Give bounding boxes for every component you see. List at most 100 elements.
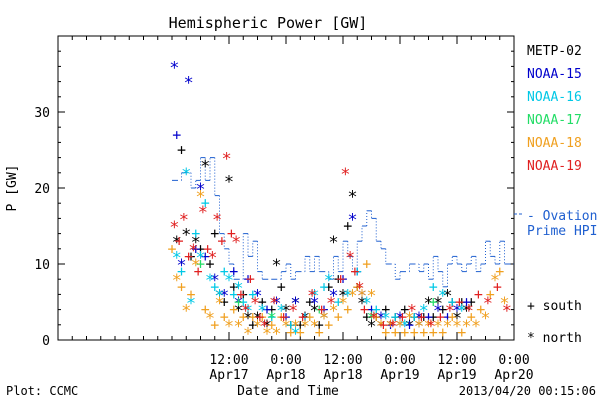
noaa-18-point-north: *: [471, 317, 481, 337]
noaa-18-point-south: +: [476, 301, 485, 319]
noaa-18-point-south: +: [210, 316, 219, 334]
noaa-17-point-north: *: [267, 309, 277, 329]
noaa-19-point-north: *: [288, 302, 298, 322]
noaa-15-point-north: *: [347, 210, 357, 230]
noaa-15-point-south: +: [338, 270, 347, 288]
legend-entry: NOAA-18: [527, 136, 582, 151]
noaa-19-point-north: *: [369, 309, 379, 329]
x-tick-time-label: 0:00: [498, 353, 529, 368]
noaa-18-point-north: *: [499, 294, 509, 314]
noaa-15-point-south: +: [300, 308, 309, 326]
noaa-18-point-south: +: [177, 278, 186, 296]
noaa-18-point-north: *: [347, 286, 357, 306]
metp-02-point-north: *: [300, 309, 310, 329]
noaa-18-point-south: +: [277, 308, 286, 326]
metp-02-point-north: *: [252, 309, 262, 329]
noaa-18-point-south: +: [334, 308, 343, 326]
noaa-18-point-south: +: [495, 263, 504, 281]
legend-entry: NOAA-16: [527, 90, 582, 105]
noaa-19-point-south: +: [184, 247, 193, 265]
noaa-19-point-south: +: [317, 301, 326, 319]
x-tick-date-label: Apr18: [266, 368, 305, 383]
noaa-16-point-north: *: [172, 248, 182, 268]
noaa-15-point-north: *: [219, 286, 229, 306]
noaa-16-point-north: *: [186, 294, 196, 314]
x-tick-time-label: 12:00: [323, 353, 362, 368]
noaa-16-point-south: +: [286, 316, 295, 334]
noaa-18-point-south: +: [248, 308, 257, 326]
metp-02-point-north: *: [404, 317, 414, 337]
noaa-15-point-south: +: [443, 308, 452, 326]
plot-timestamp: 2013/04/20 00:15:06: [459, 384, 596, 398]
noaa-15-point-north: *: [309, 294, 319, 314]
noaa-16-point-south: +: [319, 278, 328, 296]
noaa-16-point-north: *: [243, 302, 253, 322]
legend-marker-south: + south: [527, 299, 582, 314]
metp-02-point-south: +: [362, 308, 371, 326]
noaa-15-point-north: *: [210, 271, 220, 291]
x-tick-time-label: 12:00: [209, 353, 248, 368]
noaa-19-point-north: *: [169, 218, 179, 238]
metp-02-point-south: +: [248, 316, 257, 334]
noaa-17-point-south: +: [315, 301, 324, 319]
noaa-16-point-south: +: [248, 285, 257, 303]
noaa-15-point-south: +: [191, 240, 200, 258]
metp-02-point-south: +: [438, 301, 447, 319]
legend-entry: METP-02: [527, 44, 582, 59]
noaa-18-point-north: *: [366, 286, 376, 306]
noaa-16-point-north: *: [381, 309, 391, 329]
noaa-19-point-north: *: [241, 302, 251, 322]
noaa-16-point-south: +: [448, 293, 457, 311]
noaa-19-point-south: +: [360, 301, 369, 319]
noaa-16-point-north: *: [276, 302, 286, 322]
metp-02-point-south: +: [334, 270, 343, 288]
noaa-19-point-north: *: [355, 279, 365, 299]
noaa-15-point-south: +: [386, 316, 395, 334]
noaa-16-point-south: +: [210, 278, 219, 296]
noaa-19-point-north: *: [207, 248, 217, 268]
noaa-19-point-south: +: [217, 232, 226, 250]
noaa-19-point-south: +: [255, 308, 264, 326]
legend-marker-north: * north: [527, 331, 582, 346]
noaa-18-point-south: +: [305, 308, 314, 326]
noaa-18-point-north: *: [233, 317, 243, 337]
noaa-15-point-north: *: [195, 180, 205, 200]
noaa-18-point-north: *: [262, 324, 272, 344]
noaa-18-point-south: +: [362, 255, 371, 273]
noaa-15-point-north: *: [271, 294, 281, 314]
noaa-18-point-north: *: [300, 317, 310, 337]
metp-02-point-north: *: [172, 233, 182, 253]
y-tick-label: 30: [34, 106, 50, 121]
noaa-15-point-south: +: [405, 316, 414, 334]
metp-02-point-north: *: [233, 302, 243, 322]
metp-02-point-south: +: [210, 225, 219, 243]
metp-02-point-south: +: [372, 308, 381, 326]
metp-02-point-north: *: [281, 302, 291, 322]
noaa-18-point-south: +: [353, 278, 362, 296]
noaa-15-point-south: +: [172, 126, 181, 144]
metp-02-point-south: +: [220, 293, 229, 311]
noaa-18-point-south: +: [448, 308, 457, 326]
metp-02-point-south: +: [229, 278, 238, 296]
noaa-16-point-north: *: [205, 271, 215, 291]
noaa-19-point-south: +: [436, 308, 445, 326]
metp-02-point-south: +: [410, 308, 419, 326]
noaa-15-point-north: *: [376, 309, 386, 329]
metp-02-point-south: +: [177, 141, 186, 159]
noaa-18-point-north: *: [214, 294, 224, 314]
noaa-16-point-south: +: [391, 308, 400, 326]
noaa-18-point-south: +: [239, 308, 248, 326]
noaa-18-point-south: +: [410, 323, 419, 341]
noaa-15-point-north: *: [357, 286, 367, 306]
metp-02-point-north: *: [461, 302, 471, 322]
metp-02-point-south: +: [343, 217, 352, 235]
metp-02-point-north: *: [262, 317, 272, 337]
noaa-18-point-north: *: [243, 324, 253, 344]
metp-02-point-north: *: [338, 286, 348, 306]
noaa-16-point-north: *: [438, 286, 448, 306]
noaa-15-point-south: +: [462, 293, 471, 311]
noaa-19-point-south: +: [379, 316, 388, 334]
noaa-16-point-north: *: [233, 279, 243, 299]
noaa-16-point-south: +: [220, 263, 229, 281]
noaa-16-point-south: +: [177, 263, 186, 281]
